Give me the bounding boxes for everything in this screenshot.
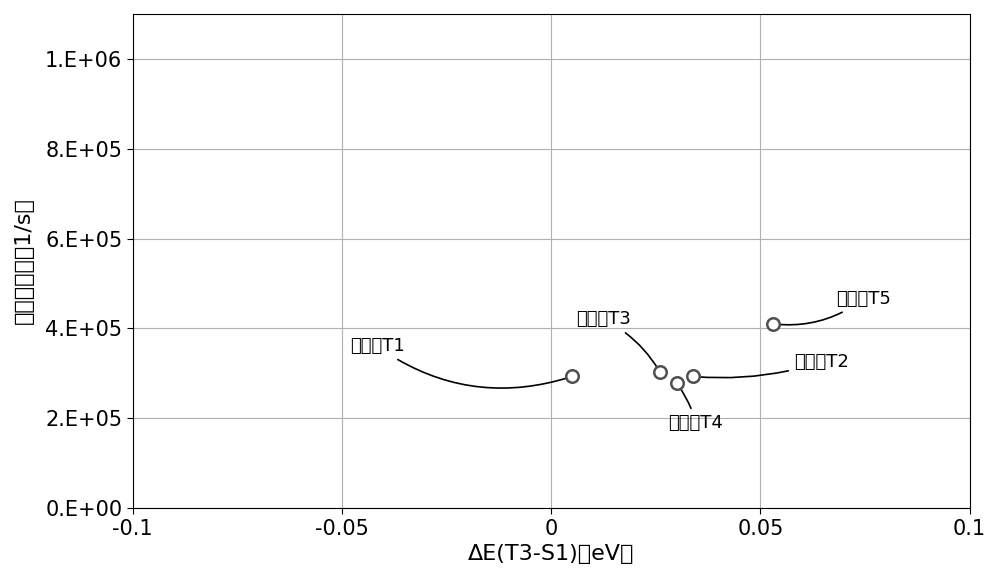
Text: 化合物T3: 化合物T3: [576, 310, 658, 369]
Text: 化合物T1: 化合物T1: [350, 338, 569, 388]
Text: 化合物T2: 化合物T2: [696, 353, 849, 377]
X-axis label: ΔE(T3-S1)（eV）: ΔE(T3-S1)（eV）: [468, 544, 634, 564]
Text: 化合物T4: 化合物T4: [668, 386, 723, 432]
Y-axis label: 实验延迟率（1/s）: 实验延迟率（1/s）: [14, 198, 34, 324]
Text: 化合物T5: 化合物T5: [776, 290, 891, 325]
